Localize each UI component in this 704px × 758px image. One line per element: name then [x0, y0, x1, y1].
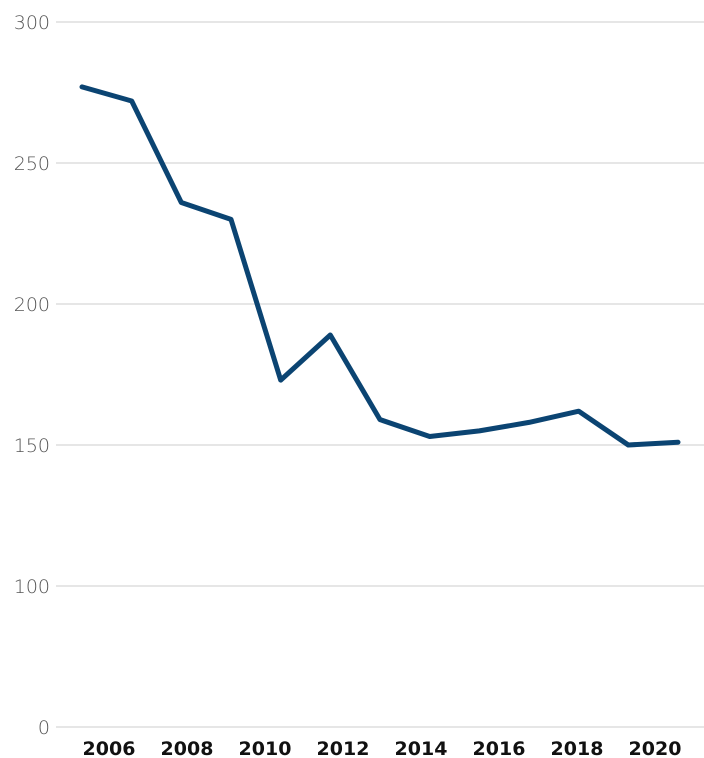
x-tick-label-2020: 2020 — [629, 738, 682, 758]
x-tick-label-2010: 2010 — [239, 738, 292, 758]
series-lines — [79, 84, 681, 448]
x-tick-label-2006: 2006 — [83, 738, 136, 758]
x-tick-label-2014: 2014 — [395, 738, 448, 758]
x-tick-label-2008: 2008 — [161, 738, 214, 758]
y-tick-label-100: 100 — [14, 576, 50, 598]
y-tick-label-200: 200 — [14, 294, 50, 316]
y-tick-label-250: 250 — [14, 153, 50, 175]
grid-lines — [56, 21, 704, 728]
x-tick-label-2012: 2012 — [317, 738, 370, 758]
y-tick-label-150: 150 — [14, 435, 50, 457]
series-line-0 — [79, 84, 681, 448]
x-tick-label-2018: 2018 — [551, 738, 604, 758]
x-axis-tick-labels: 2006 2008 2010 2012 2014 2016 2018 2020 — [83, 738, 682, 758]
y-tick-label-300: 300 — [14, 12, 50, 34]
x-tick-label-2016: 2016 — [473, 738, 526, 758]
y-axis-tick-labels: 0 100 150 200 250 300 — [14, 12, 50, 739]
y-tick-label-0: 0 — [38, 717, 50, 739]
